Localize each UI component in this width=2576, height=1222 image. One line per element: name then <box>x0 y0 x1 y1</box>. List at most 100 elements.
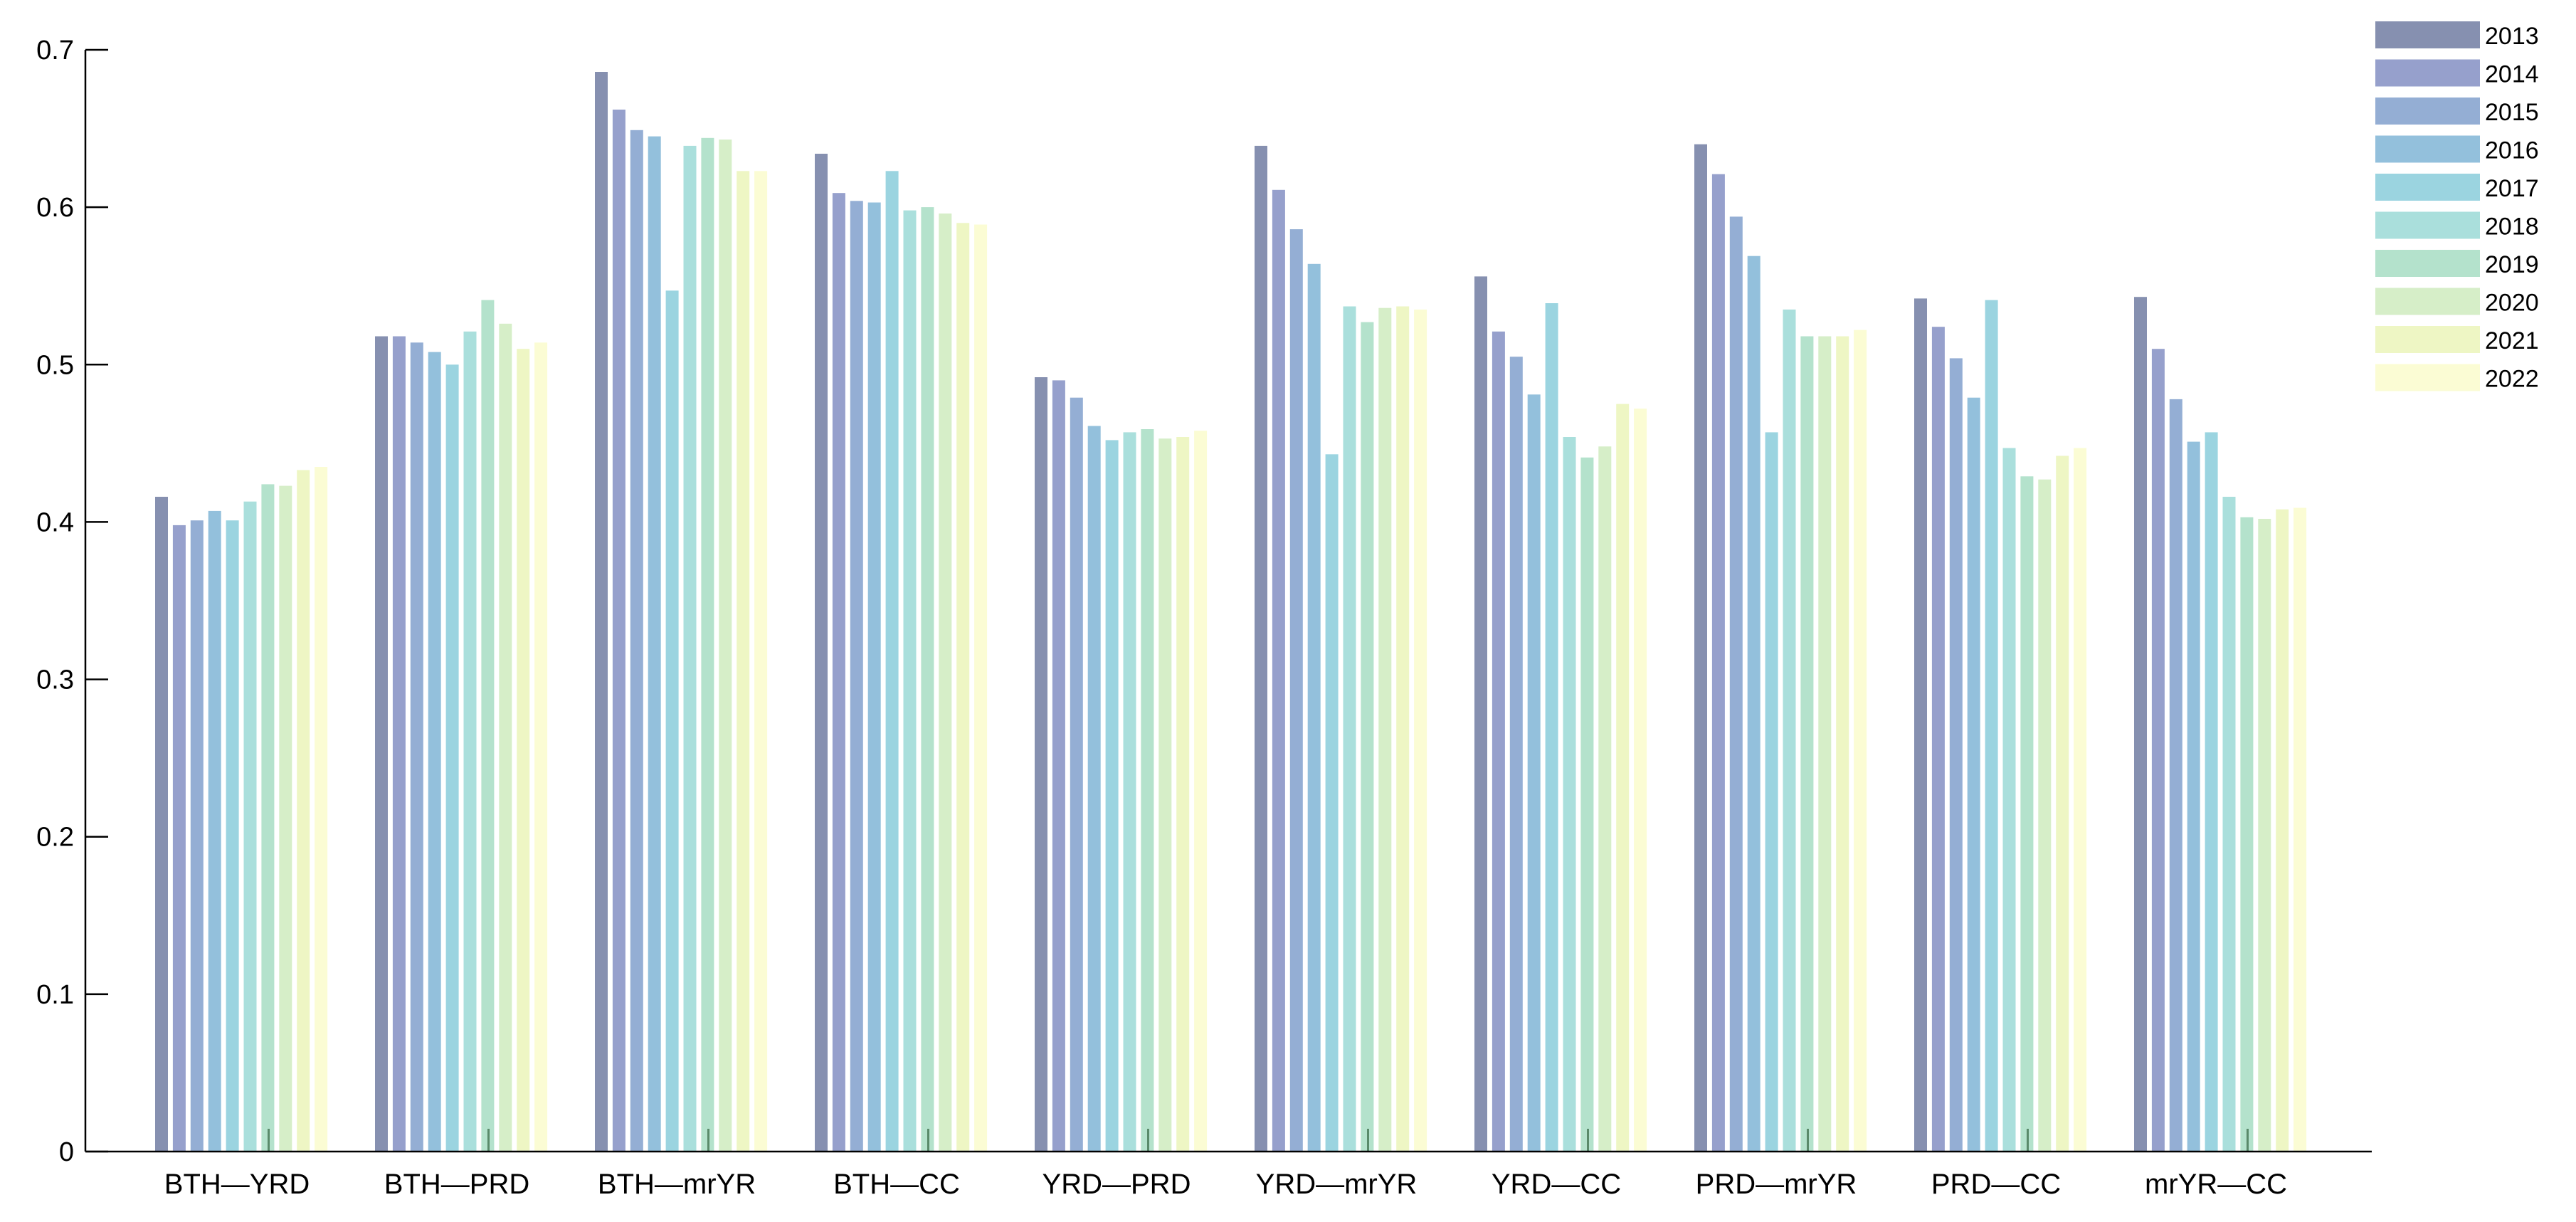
bar-2021-3 <box>956 223 970 1152</box>
bar-2019-2 <box>701 137 714 1152</box>
bar-2020-0 <box>279 485 292 1152</box>
legend-swatch-2022 <box>2375 364 2480 391</box>
bar-2013-9 <box>2134 297 2147 1152</box>
bar-2020-1 <box>499 323 512 1152</box>
bar-2015-8 <box>1949 358 1963 1152</box>
y-tick-label: 0.5 <box>36 350 74 380</box>
legend-label: 2018 <box>2485 214 2539 241</box>
bar-2022-3 <box>974 224 988 1152</box>
bar-2021-2 <box>737 171 750 1152</box>
legend-label: 2020 <box>2485 290 2539 317</box>
bar-2015-4 <box>1070 397 1083 1152</box>
bar-2013-4 <box>1035 377 1047 1152</box>
bar-2022-7 <box>1854 330 1867 1152</box>
bar-2020-2 <box>719 139 732 1152</box>
bar-2015-0 <box>190 520 204 1152</box>
bar-2013-6 <box>1474 276 1487 1152</box>
bar-2021-5 <box>1396 306 1410 1152</box>
x-tick-label: BTH—mrYR <box>598 1169 756 1200</box>
bar-2014-4 <box>1052 380 1065 1152</box>
bar-2015-3 <box>850 201 863 1152</box>
y-tick-label: 0.4 <box>36 507 74 537</box>
bar-2017-9 <box>2205 432 2218 1152</box>
y-tick-label: 0 <box>59 1137 74 1167</box>
bar-2017-5 <box>1325 454 1339 1152</box>
bar-2020-7 <box>1818 336 1832 1152</box>
bar-2014-5 <box>1272 189 1285 1152</box>
bar-2021-1 <box>517 349 530 1152</box>
bar-2019-6 <box>1580 457 1594 1152</box>
bar-2013-3 <box>815 154 828 1152</box>
legend-label: 2021 <box>2485 327 2539 354</box>
bar-2017-6 <box>1545 303 1558 1152</box>
bar-2018-2 <box>683 145 697 1152</box>
bar-2016-7 <box>1747 256 1761 1152</box>
legend-label: 2017 <box>2485 175 2539 202</box>
x-tick-label: PRD—CC <box>1931 1169 2061 1200</box>
bar-2014-2 <box>612 110 625 1152</box>
bar-2020-9 <box>2258 519 2271 1152</box>
bar-2021-8 <box>2056 455 2069 1152</box>
legend-label: 2019 <box>2485 251 2539 278</box>
bar-2022-9 <box>2293 507 2307 1152</box>
bar-2013-5 <box>1255 145 1267 1152</box>
bar-2016-5 <box>1307 263 1321 1152</box>
legend-label: 2016 <box>2485 137 2539 164</box>
bar-2015-1 <box>410 342 423 1152</box>
bar-2013-1 <box>375 336 388 1152</box>
bar-2015-6 <box>1509 357 1523 1152</box>
bar-2022-4 <box>1194 431 1208 1152</box>
legend-swatch-2017 <box>2375 174 2480 201</box>
bar-2021-7 <box>1836 336 1849 1152</box>
bar-2022-0 <box>315 467 328 1152</box>
bar-2017-7 <box>1765 432 1778 1152</box>
bar-2016-8 <box>1967 397 1980 1152</box>
bar-2014-7 <box>1711 174 1725 1152</box>
bars-layer <box>155 72 2307 1152</box>
legend-label: 2022 <box>2485 366 2539 393</box>
bar-2019-7 <box>1800 336 1814 1152</box>
y-tick-label: 0.2 <box>36 823 74 853</box>
bar-2016-2 <box>648 136 661 1152</box>
legend-swatch-2015 <box>2375 98 2480 125</box>
x-tick-label: BTH—CC <box>833 1169 960 1200</box>
bar-2022-1 <box>534 342 548 1152</box>
legend-label: 2014 <box>2485 61 2539 88</box>
bar-2018-5 <box>1343 306 1356 1152</box>
legend-label: 2015 <box>2485 99 2539 126</box>
legend: 2013 2014 2015 2016 2017 2018 2019 2020 2021 2022 <box>2375 21 2539 393</box>
bar-2018-7 <box>1783 309 1796 1152</box>
y-tick-label: 0.3 <box>36 665 74 695</box>
legend-swatch-2020 <box>2375 288 2480 315</box>
bar-2018-3 <box>903 210 917 1152</box>
bar-2016-4 <box>1087 426 1101 1152</box>
bar-2013-2 <box>595 72 608 1152</box>
bar-2014-8 <box>1931 327 1945 1152</box>
bar-2019-5 <box>1361 322 1374 1152</box>
bar-2019-0 <box>261 484 275 1152</box>
bar-2020-3 <box>939 214 952 1152</box>
x-tick-label: YRD—PRD <box>1042 1169 1191 1200</box>
legend-swatch-2014 <box>2375 59 2480 87</box>
bar-2015-7 <box>1729 216 1743 1152</box>
bar-2018-4 <box>1123 432 1136 1152</box>
bar-2015-9 <box>2169 399 2182 1152</box>
bar-2022-8 <box>2074 448 2087 1152</box>
bar-2022-6 <box>1634 409 1647 1152</box>
bar-2020-4 <box>1158 438 1172 1152</box>
x-tick-label: YRD—mrYR <box>1256 1169 1418 1200</box>
bar-2016-0 <box>208 510 221 1152</box>
bar-2017-3 <box>885 171 899 1152</box>
bar-2018-6 <box>1563 437 1576 1152</box>
bar-2013-8 <box>1914 298 1927 1152</box>
legend-swatch-2021 <box>2375 326 2480 353</box>
bar-2018-8 <box>2002 448 2016 1152</box>
x-tick-label: YRD—CC <box>1492 1169 1621 1200</box>
bar-2020-5 <box>1378 307 1392 1152</box>
legend-swatch-2013 <box>2375 21 2480 48</box>
bar-2018-1 <box>463 331 477 1152</box>
y-tick-label: 0.7 <box>36 36 74 65</box>
bar-2016-6 <box>1527 394 1541 1152</box>
bar-2018-0 <box>243 501 257 1152</box>
